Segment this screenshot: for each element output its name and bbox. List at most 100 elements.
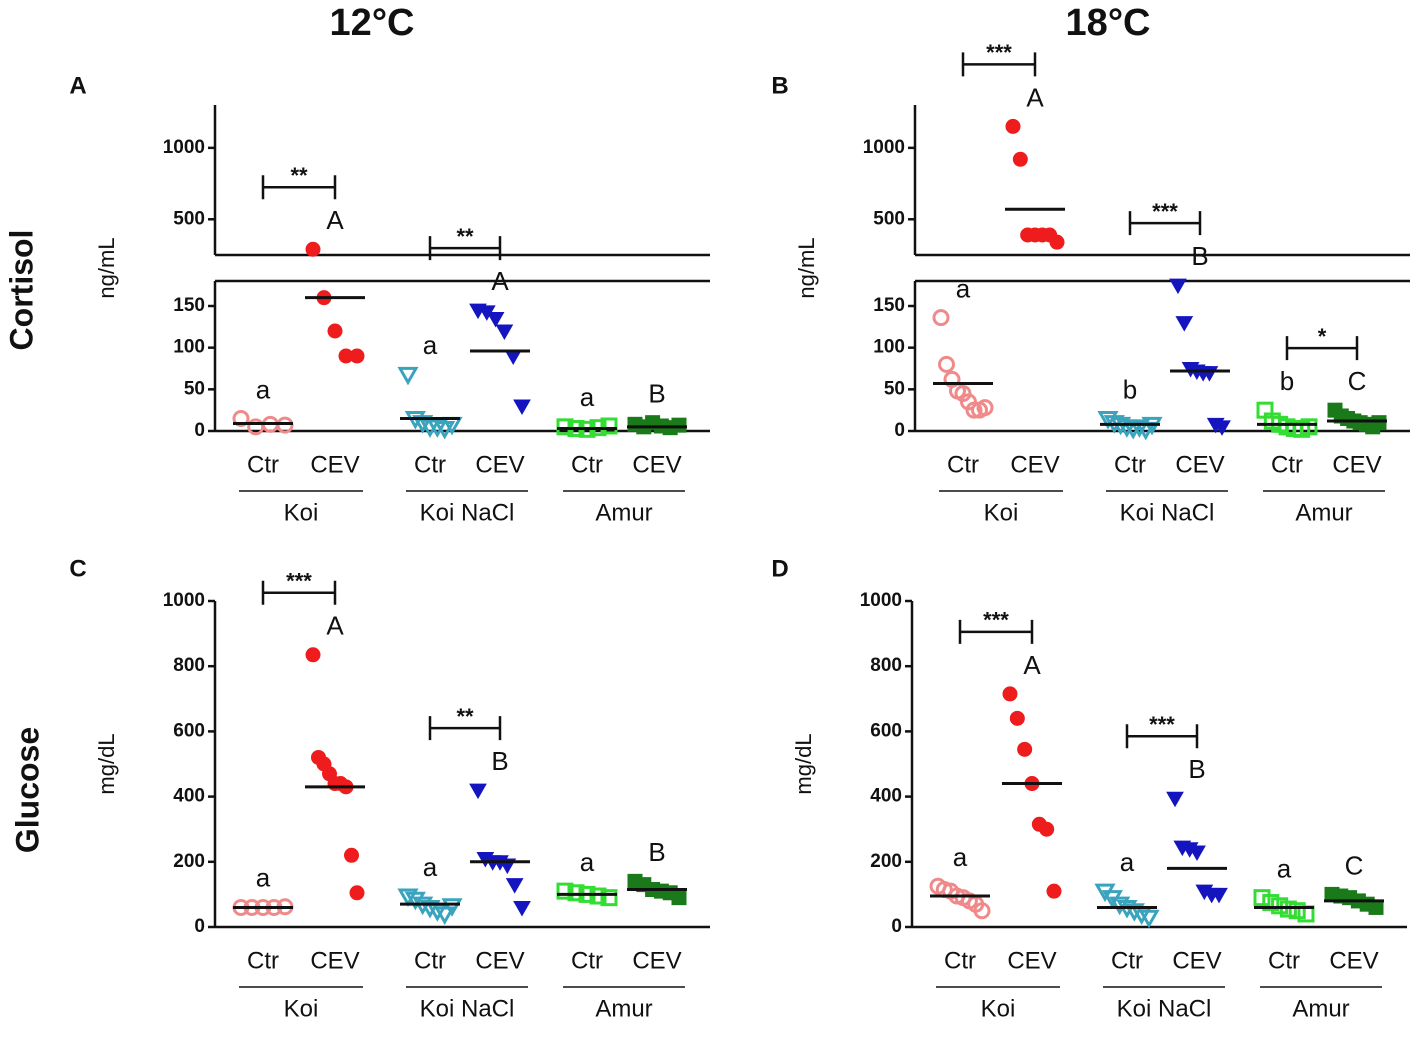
point (505, 878, 524, 894)
x-tick-label: CEV (310, 947, 359, 974)
point (412, 415, 434, 434)
point (1017, 741, 1033, 757)
x-tick-label: CEV (475, 451, 524, 478)
group-letter: a (1120, 847, 1135, 877)
column-title: 12°C (330, 2, 415, 44)
significance-label: ** (456, 704, 474, 729)
point (932, 309, 950, 327)
y-tick-label: 200 (870, 851, 902, 872)
point (397, 888, 419, 908)
point (441, 898, 463, 917)
point (1300, 418, 1318, 436)
x-tick-label: CEV (1010, 451, 1059, 478)
group-label: Amur (1295, 499, 1352, 526)
point (513, 399, 531, 416)
group-label: Koi (284, 995, 319, 1022)
point (349, 885, 365, 901)
group-label: Koi (984, 499, 1019, 526)
y-tick-label: 1000 (860, 590, 902, 611)
y-axis-label: mg/dL (94, 733, 119, 794)
significance-bracket (1285, 336, 1359, 361)
y-tick-label: 50 (184, 378, 205, 399)
significance-label: *** (983, 608, 1009, 633)
significance-bracket (261, 580, 337, 605)
point (1138, 909, 1160, 929)
panel-label: D (771, 555, 788, 582)
y-tick-label: 1000 (163, 137, 205, 158)
x-tick-label: CEV (1172, 947, 1221, 974)
point (600, 417, 618, 435)
x-tick-label: CEV (1175, 451, 1224, 478)
y-tick-label: 0 (891, 916, 902, 937)
group-label: Amur (595, 995, 652, 1022)
y-tick-label: 0 (194, 420, 205, 441)
y-axis-label: mg/dL (791, 733, 816, 794)
panel-label: B (771, 72, 788, 99)
y-tick-label: 600 (173, 720, 205, 741)
point (1002, 686, 1018, 702)
x-tick-label: CEV (310, 451, 359, 478)
group-letter: a (580, 382, 595, 412)
column-title: 18°C (1066, 2, 1151, 44)
point (305, 241, 321, 257)
x-tick-label: Ctr (571, 451, 603, 478)
point (486, 312, 505, 328)
y-tick-label: 0 (894, 420, 905, 441)
point (305, 647, 321, 663)
significance-label: *** (986, 40, 1012, 65)
point (671, 890, 687, 906)
group-letter: C (1345, 850, 1364, 880)
group-letter: a (1277, 854, 1292, 884)
significance-bracket (1128, 211, 1202, 236)
group-label: Koi (284, 499, 319, 526)
group-letter: b (1123, 374, 1137, 404)
x-tick-label: Ctr (414, 451, 446, 478)
panel-label: C (69, 555, 86, 582)
group-letter: a (580, 847, 595, 877)
x-tick-label: Ctr (947, 451, 979, 478)
x-tick-label: Ctr (247, 451, 279, 478)
group-letter: B (491, 746, 508, 776)
point (556, 418, 574, 436)
group-label: Koi NaCl (420, 499, 515, 526)
group-letter: a (956, 274, 971, 304)
significance-label: ** (456, 224, 474, 249)
group-label: Koi (981, 995, 1016, 1022)
x-tick-label: Ctr (1268, 947, 1300, 974)
x-tick-label: CEV (1329, 947, 1378, 974)
significance-bracket (958, 619, 1034, 644)
point (1128, 419, 1151, 438)
point (349, 348, 365, 364)
group-letter: a (953, 842, 968, 872)
x-tick-label: CEV (632, 947, 681, 974)
point (1049, 234, 1065, 250)
significance-label: *** (1152, 199, 1178, 224)
y-tick-label: 150 (173, 295, 205, 316)
significance-label: *** (1149, 712, 1175, 737)
point (1012, 151, 1028, 167)
row-title: Glucose (9, 727, 45, 853)
point (419, 899, 441, 919)
point (1005, 118, 1021, 134)
group-letter: B (648, 379, 665, 409)
group-letter: C (1348, 366, 1367, 396)
y-tick-label: 400 (870, 786, 902, 807)
x-tick-label: CEV (1332, 451, 1381, 478)
point (1279, 900, 1297, 918)
y-tick-label: 800 (870, 655, 902, 676)
point (1046, 883, 1062, 899)
point (513, 900, 531, 917)
point (965, 401, 983, 419)
group-letter: b (1280, 366, 1294, 396)
group-letter: A (491, 266, 509, 296)
point (232, 410, 250, 427)
point (397, 366, 419, 386)
point (976, 399, 994, 417)
significance-bracket (1125, 724, 1199, 749)
group-letter: a (423, 852, 438, 882)
significance-bracket (961, 52, 1037, 77)
group-letter: B (1188, 754, 1205, 784)
point (1271, 897, 1289, 915)
group-letter: A (326, 205, 344, 235)
